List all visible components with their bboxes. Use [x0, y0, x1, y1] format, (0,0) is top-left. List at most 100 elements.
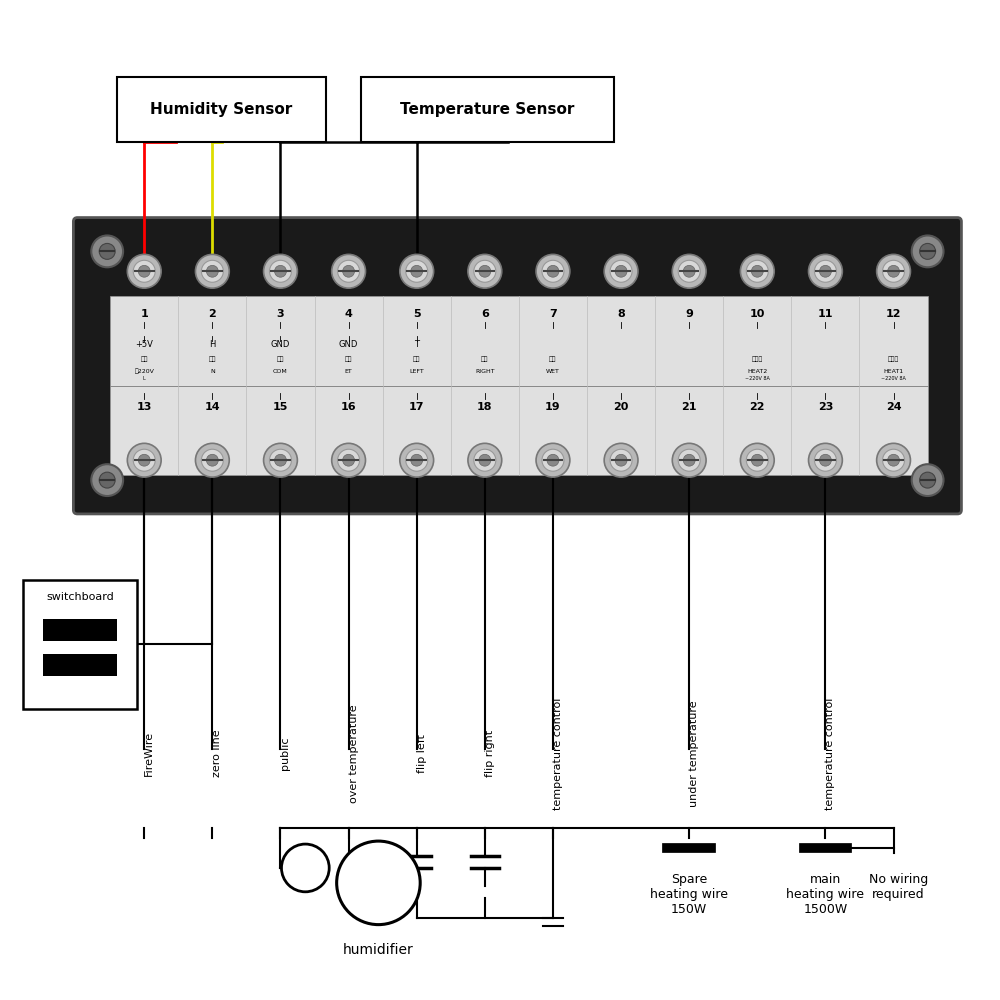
Circle shape	[91, 235, 123, 267]
Circle shape	[746, 260, 768, 282]
Circle shape	[877, 254, 910, 288]
Circle shape	[275, 454, 286, 466]
Circle shape	[883, 260, 905, 282]
Circle shape	[133, 260, 155, 282]
Text: ~220V 8A: ~220V 8A	[881, 376, 906, 381]
Circle shape	[400, 254, 434, 288]
Text: flip right: flip right	[485, 730, 495, 777]
Circle shape	[809, 443, 842, 477]
Circle shape	[542, 260, 564, 282]
Circle shape	[888, 265, 899, 277]
Circle shape	[337, 841, 420, 925]
Circle shape	[604, 443, 638, 477]
Circle shape	[604, 254, 638, 288]
Text: 21: 21	[681, 402, 697, 412]
Circle shape	[751, 265, 763, 277]
Circle shape	[275, 265, 286, 277]
Text: 3: 3	[277, 309, 284, 319]
Circle shape	[411, 265, 423, 277]
Text: over temperature: over temperature	[349, 704, 359, 803]
Circle shape	[406, 449, 428, 471]
Circle shape	[411, 454, 423, 466]
Text: GND: GND	[339, 340, 358, 349]
Text: 23: 23	[818, 402, 833, 412]
Circle shape	[468, 254, 502, 288]
Circle shape	[201, 449, 223, 471]
Bar	[23, 580, 137, 709]
Text: 12: 12	[886, 309, 901, 319]
Bar	[110, 296, 928, 475]
Circle shape	[536, 443, 570, 477]
Circle shape	[332, 443, 366, 477]
Text: Humidity Sensor: Humidity Sensor	[150, 102, 293, 117]
Circle shape	[547, 265, 559, 277]
Circle shape	[814, 260, 836, 282]
Circle shape	[269, 449, 291, 471]
Circle shape	[479, 454, 491, 466]
Circle shape	[281, 844, 329, 892]
Text: 22: 22	[750, 402, 765, 412]
Circle shape	[195, 254, 229, 288]
Text: 11: 11	[818, 309, 833, 319]
Circle shape	[740, 254, 774, 288]
Text: HEAT2: HEAT2	[747, 369, 767, 374]
Text: 8: 8	[617, 309, 625, 319]
Text: 1: 1	[140, 309, 148, 319]
Text: 2: 2	[208, 309, 216, 319]
Circle shape	[672, 443, 706, 477]
Circle shape	[127, 254, 161, 288]
Circle shape	[264, 254, 297, 288]
Circle shape	[740, 443, 774, 477]
Circle shape	[133, 449, 155, 471]
Text: ~220V 8A: ~220V 8A	[745, 376, 770, 381]
Text: WET: WET	[546, 369, 560, 374]
Text: T: T	[414, 340, 419, 349]
Circle shape	[615, 454, 627, 466]
Circle shape	[678, 449, 700, 471]
Circle shape	[920, 472, 936, 488]
Text: 主加热: 主加热	[888, 356, 899, 362]
Circle shape	[406, 260, 428, 282]
Text: 副加热: 副加热	[752, 356, 763, 362]
Text: public: public	[280, 737, 290, 770]
Circle shape	[912, 464, 944, 496]
Text: humidifier: humidifier	[343, 943, 414, 957]
Circle shape	[820, 454, 831, 466]
Text: 10: 10	[750, 309, 765, 319]
Text: 超温: 超温	[345, 356, 352, 362]
Text: temperature control: temperature control	[825, 697, 835, 810]
Circle shape	[746, 449, 768, 471]
Circle shape	[138, 265, 150, 277]
Bar	[43, 619, 117, 641]
Bar	[361, 77, 614, 142]
Text: 左翘: 左翘	[413, 356, 420, 362]
Text: H: H	[209, 340, 216, 349]
Text: 零线: 零线	[209, 356, 216, 362]
Text: Spare
heating wire
150W: Spare heating wire 150W	[650, 873, 728, 916]
Text: 5: 5	[413, 309, 421, 319]
Text: 15: 15	[273, 402, 288, 412]
Text: FireWire: FireWire	[144, 731, 154, 776]
Text: main
heating wire
1500W: main heating wire 1500W	[786, 873, 864, 916]
Circle shape	[206, 265, 218, 277]
Text: COM: COM	[273, 369, 288, 374]
Circle shape	[201, 260, 223, 282]
Text: L: L	[143, 376, 146, 381]
Circle shape	[269, 260, 291, 282]
Text: 16: 16	[341, 402, 356, 412]
Circle shape	[479, 265, 491, 277]
Bar	[117, 77, 326, 142]
Text: 14: 14	[205, 402, 220, 412]
Text: No wiring
required: No wiring required	[869, 873, 928, 901]
Text: +5V: +5V	[135, 340, 153, 349]
Text: 9: 9	[685, 309, 693, 319]
Circle shape	[195, 443, 229, 477]
Text: flip left: flip left	[417, 734, 427, 773]
Text: 18: 18	[477, 402, 493, 412]
Text: under temperature: under temperature	[689, 700, 699, 807]
Circle shape	[814, 449, 836, 471]
Circle shape	[474, 449, 496, 471]
Circle shape	[883, 449, 905, 471]
Circle shape	[542, 449, 564, 471]
Text: zero line: zero line	[212, 730, 222, 777]
